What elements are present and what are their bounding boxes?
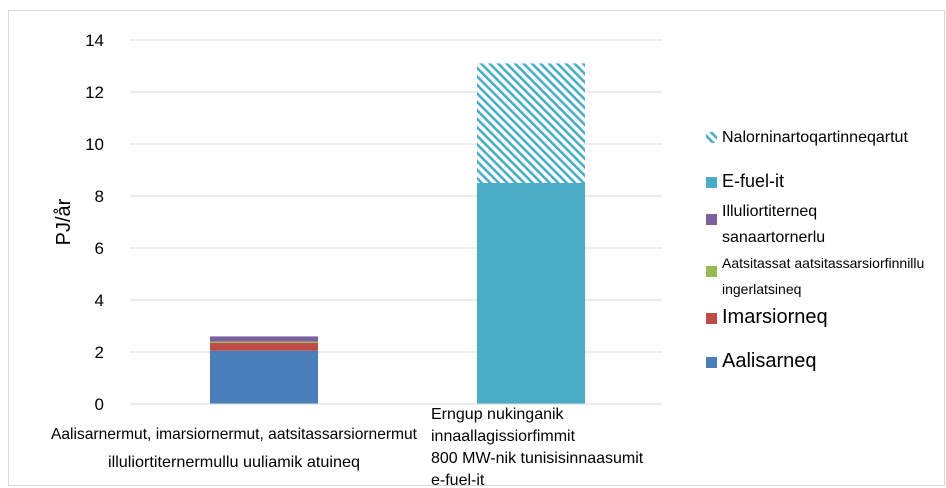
y-axis-label: PJ/år (53, 198, 75, 245)
category-label: Erngup nukinganik innaallagissiorfimmit 80… (431, 406, 644, 488)
bars (210, 63, 585, 404)
legend-swatch (706, 313, 717, 324)
y-tick-label: 6 (95, 239, 104, 258)
y-tick-label: 2 (95, 343, 104, 362)
legend-swatch (706, 357, 717, 368)
bar-segment (210, 336, 318, 342)
legend-label: Nalorninartoqartinneqartut (722, 129, 908, 146)
y-tick-label: 0 (95, 395, 104, 414)
legend-swatch (706, 214, 717, 225)
bar-segment (210, 342, 318, 351)
legend-label: Imarsiorneq (722, 306, 828, 328)
bar-segment (210, 341, 318, 343)
chart-frame (8, 10, 945, 486)
legend-label: Aatsitassat aatsitassarsiorfinnillu inger… (722, 255, 924, 297)
category-labels: Aalisarnermut, imarsiornermut, aatsitass… (51, 406, 644, 488)
bar-segment (477, 183, 585, 404)
y-tick-label: 8 (95, 187, 104, 206)
y-tick-label: 10 (85, 135, 104, 154)
y-tick-label: 14 (85, 31, 104, 50)
category-label: Aalisarnermut, imarsiornermut, aatsitass… (51, 426, 418, 471)
bar-segment (477, 63, 585, 183)
legend: Nalorninartoqartinneqartut E-fuel-it Illul… (706, 129, 924, 372)
legend-label: Aalisarneq (722, 350, 817, 372)
y-tick-labels: 0 2 4 6 8 10 12 14 (85, 31, 104, 414)
legend-swatch (706, 132, 717, 143)
bar-segment (210, 350, 318, 404)
legend-label: E-fuel-it (722, 171, 784, 191)
legend-label: Illuliortiterneq sanaartornerlu (722, 203, 825, 246)
y-tick-label: 4 (95, 291, 104, 310)
y-tick-label: 12 (85, 83, 104, 102)
legend-swatch (706, 266, 717, 277)
legend-swatch (706, 177, 717, 188)
